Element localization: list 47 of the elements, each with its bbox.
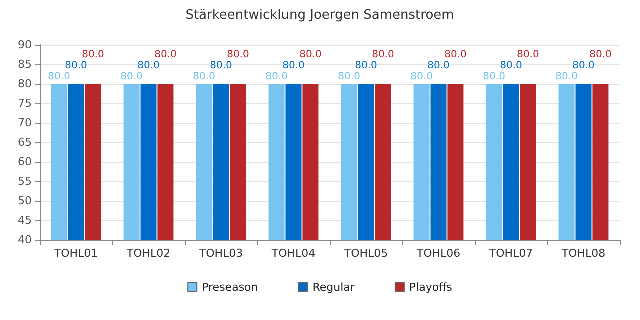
data-label: 80.0 (556, 72, 578, 82)
chart-title: Stärkeentwicklung Joergen Samenstroem (186, 8, 454, 23)
y-tick-label: 65 (18, 136, 32, 149)
x-tick-label: TOHL05 (343, 247, 388, 260)
data-label: 80.0 (338, 72, 360, 82)
y-tick-label: 90 (18, 38, 32, 52)
data-label: 80.0 (500, 60, 522, 72)
x-tick-label: TOHL07 (488, 247, 534, 260)
x-tick-label: TOHL08 (560, 247, 606, 260)
data-label: 80.0 (282, 60, 305, 72)
data-label: 80.0 (428, 60, 450, 72)
data-label: 80.0 (210, 60, 232, 72)
y-tick-label: 60 (18, 156, 32, 168)
y-tick-label: 45 (18, 214, 32, 227)
x-tick-label: TOHL02 (126, 247, 171, 260)
data-label: 80.0 (154, 50, 177, 60)
data-label: 80.0 (372, 50, 394, 60)
data-label: 80.0 (300, 50, 322, 60)
data-label: 80.0 (483, 72, 506, 82)
data-label: 80.0 (266, 72, 288, 82)
y-tick-label: 40 (18, 234, 32, 246)
y-tick-label: 80 (18, 78, 32, 90)
data-label: 80.0 (120, 72, 143, 82)
data-label: 80.0 (65, 60, 88, 72)
y-tick-label: 85 (18, 58, 32, 71)
data-label: 80.0 (355, 60, 378, 72)
x-tick-label: TOHL06 (416, 247, 461, 260)
data-label: 80.0 (193, 72, 216, 82)
data-label: 80.0 (517, 50, 540, 60)
x-tick-label: TOHL04 (270, 247, 316, 260)
data-label: 80.0 (82, 50, 104, 60)
data-label: 80.0 (590, 50, 612, 60)
legend-label: Regular (312, 281, 356, 294)
data-label: 80.0 (444, 50, 467, 60)
x-tick-label: TOHL03 (198, 247, 244, 260)
data-label: 80.0 (138, 60, 160, 72)
legend-label: Preseason (202, 281, 258, 294)
y-tick-label: 70 (18, 116, 32, 130)
data-label: 80.0 (410, 72, 433, 82)
y-tick-label: 50 (18, 194, 32, 208)
legend-label: Playoffs (409, 281, 453, 294)
data-label: 80.0 (48, 72, 70, 82)
y-tick-label: 55 (18, 175, 32, 188)
x-tick-label: TOHL01 (53, 247, 98, 260)
data-label: 80.0 (572, 60, 595, 72)
data-label: 80.0 (227, 50, 250, 60)
y-tick-label: 75 (18, 97, 32, 110)
